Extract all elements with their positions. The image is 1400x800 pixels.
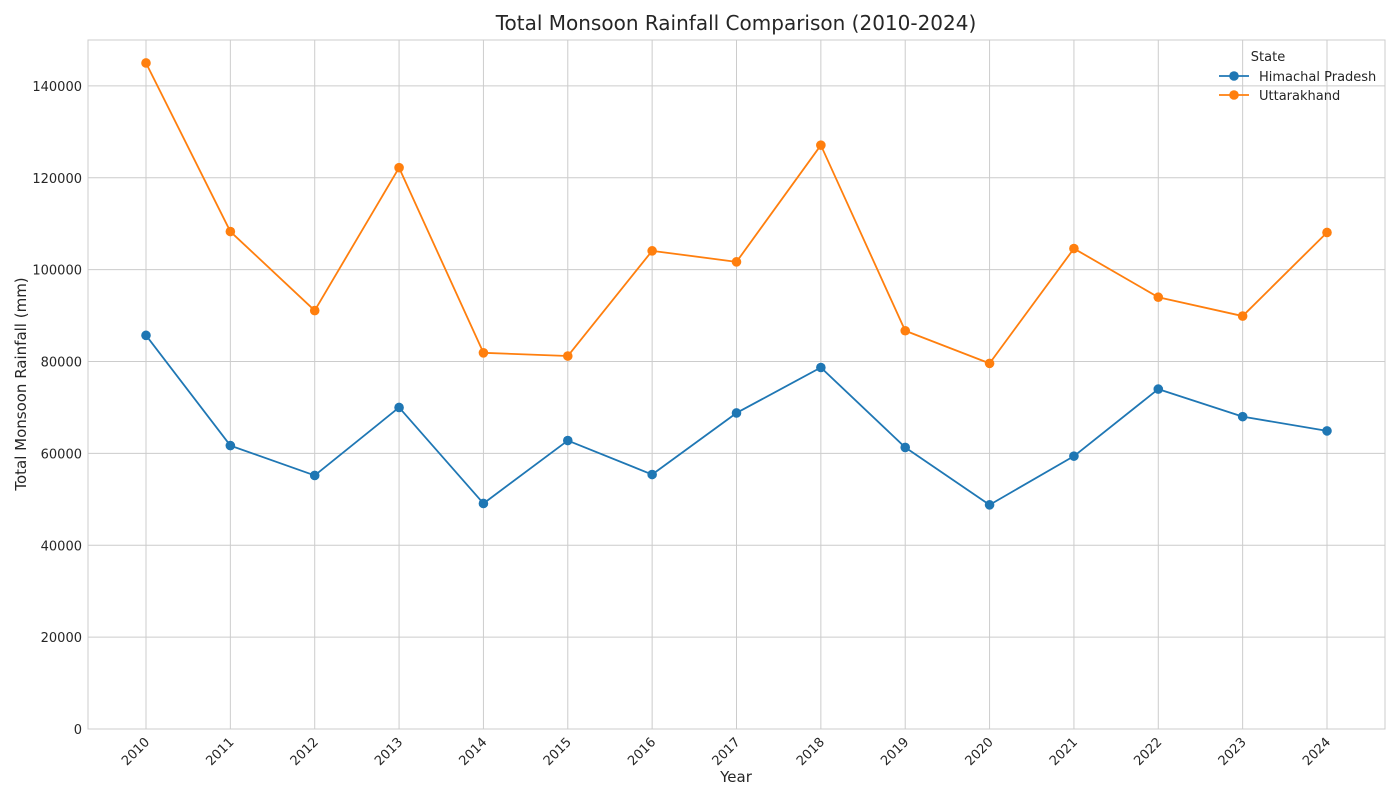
data-point-himachal-pradesh xyxy=(984,500,995,510)
data-point-himachal-pradesh xyxy=(309,470,320,481)
data-point-himachal-pradesh xyxy=(816,362,826,373)
data-point-himachal-pradesh xyxy=(1237,411,1248,422)
legend-title: State xyxy=(1251,50,1285,65)
y-tick-label: 0 xyxy=(74,723,82,738)
plot-frame xyxy=(87,39,1386,730)
data-point-himachal-pradesh xyxy=(562,435,573,446)
data-point-himachal-pradesh xyxy=(647,469,657,480)
series-layer xyxy=(141,58,1332,510)
y-tick-label: 140000 xyxy=(32,80,82,95)
data-point-uttarakhand xyxy=(731,257,742,267)
data-point-himachal-pradesh xyxy=(900,442,911,453)
legend-label-uttarakhand: Uttarakhand xyxy=(1259,89,1340,104)
y-axis-label: Total Monsoon Rainfall (mm) xyxy=(12,277,30,491)
data-point-uttarakhand xyxy=(1153,292,1164,303)
data-point-himachal-pradesh xyxy=(1069,451,1079,461)
data-point-uttarakhand xyxy=(478,348,489,358)
y-tick-label: 60000 xyxy=(41,447,82,462)
data-point-uttarakhand xyxy=(984,358,995,369)
data-point-himachal-pradesh xyxy=(225,440,236,451)
data-point-uttarakhand xyxy=(1237,311,1248,321)
grid-lines xyxy=(88,40,1385,730)
legend-label-himachal-pradesh: Himachal Pradesh xyxy=(1259,70,1376,85)
data-point-uttarakhand xyxy=(562,351,573,361)
data-point-himachal-pradesh xyxy=(141,330,151,341)
data-point-himachal-pradesh xyxy=(1153,384,1164,394)
y-tick-label: 80000 xyxy=(41,356,82,371)
data-point-uttarakhand xyxy=(394,162,404,173)
data-point-uttarakhand xyxy=(647,246,657,256)
legend-marker-uttarakhand xyxy=(1229,90,1239,100)
data-point-himachal-pradesh xyxy=(478,498,489,509)
data-point-himachal-pradesh xyxy=(731,408,742,418)
data-point-uttarakhand xyxy=(309,305,320,316)
data-point-uttarakhand xyxy=(1069,243,1079,254)
chart-title: Total Monsoon Rainfall Comparison (2010-… xyxy=(495,11,977,35)
legend: State Himachal Pradesh Uttarakhand xyxy=(1219,50,1376,104)
y-tick-label: 100000 xyxy=(32,264,82,279)
y-tick-label: 20000 xyxy=(41,631,82,646)
data-point-uttarakhand xyxy=(225,226,236,237)
x-axis-label: Year xyxy=(719,768,753,786)
data-point-himachal-pradesh xyxy=(1322,426,1332,436)
data-point-himachal-pradesh xyxy=(394,402,404,413)
y-tick-label: 120000 xyxy=(32,172,82,187)
y-tick-label: 40000 xyxy=(41,539,82,554)
legend-marker-himachal-pradesh xyxy=(1229,71,1239,81)
data-point-uttarakhand xyxy=(900,325,911,336)
data-point-uttarakhand xyxy=(141,58,151,68)
data-point-uttarakhand xyxy=(1322,227,1332,238)
data-point-uttarakhand xyxy=(816,140,826,150)
